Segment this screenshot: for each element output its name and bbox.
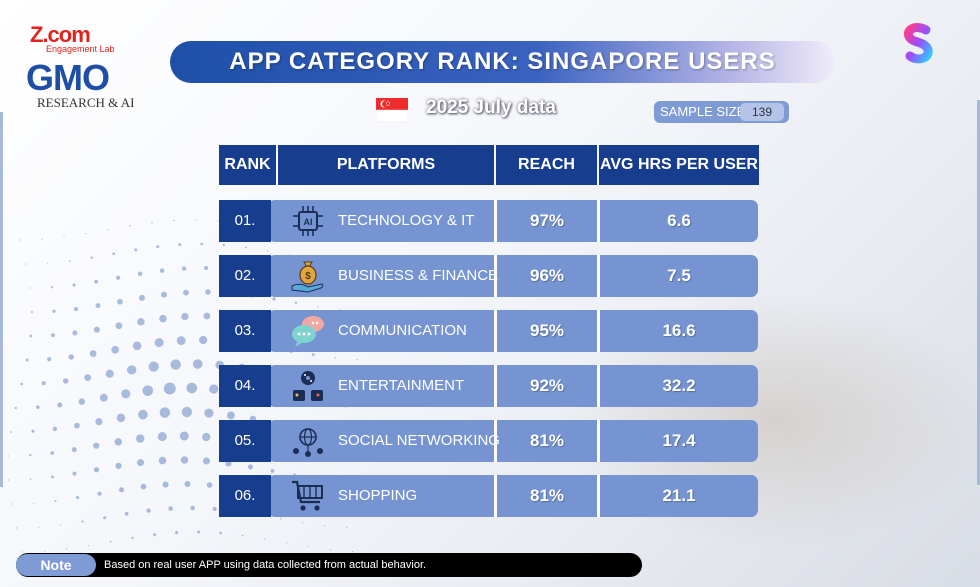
avg-hrs-value: 7.5 xyxy=(667,266,691,285)
rank-cell: 05. xyxy=(219,420,271,462)
column-header-platforms: PLATFORMS xyxy=(278,145,494,185)
avg-hrs-value: 21.1 xyxy=(662,486,696,505)
platform-name: SHOPPING xyxy=(338,487,418,504)
chat-bubbles-icon xyxy=(292,316,324,347)
rank-cell: 01. xyxy=(219,200,271,242)
left-accent-line xyxy=(0,112,3,487)
svg-text:$: $ xyxy=(305,271,311,282)
row-background xyxy=(268,200,758,242)
data-period-label: 2025 July data xyxy=(426,97,556,118)
avg-hrs-value: 17.4 xyxy=(662,431,696,450)
column-divider xyxy=(597,365,600,407)
column-divider xyxy=(494,365,497,407)
row-background xyxy=(268,310,758,352)
row-background xyxy=(268,420,758,462)
column-divider xyxy=(494,475,497,517)
zcom-logo-subtitle: Engagement Lab xyxy=(46,44,115,54)
note-label: Note xyxy=(16,554,96,576)
row-background xyxy=(268,365,758,407)
column-divider xyxy=(597,255,600,297)
reach-value: 81% xyxy=(529,431,565,450)
column-divider xyxy=(597,200,600,242)
shopping-cart-icon xyxy=(292,480,323,511)
social-network-icon xyxy=(293,428,323,457)
avg-hrs-value: 6.6 xyxy=(667,211,691,230)
rank-cell: 03. xyxy=(219,310,271,352)
rank-cell: 06. xyxy=(219,475,271,517)
note-text: Based on real user APP using data collec… xyxy=(104,559,427,571)
sample-size-label: SAMPLE SIZE xyxy=(660,104,746,119)
column-divider xyxy=(494,255,497,297)
entertainment-icon xyxy=(293,371,323,401)
column-divider xyxy=(597,420,600,462)
column-header-rank: RANK xyxy=(219,145,276,185)
svg-text:AI: AI xyxy=(304,217,313,227)
sample-size-badge: SAMPLE SIZE 139 xyxy=(654,101,789,123)
sample-size-value: 139 xyxy=(740,103,784,121)
column-divider xyxy=(494,310,497,352)
title-banner: APP CATEGORY RANK: SINGAPORE USERS xyxy=(170,41,835,83)
column-divider xyxy=(597,310,600,352)
avg-hrs-value: 16.6 xyxy=(662,321,696,340)
column-divider xyxy=(597,475,600,517)
reach-value: 81% xyxy=(529,486,565,505)
platform-name: SOCIAL NETWORKING xyxy=(338,432,500,449)
right-accent-line xyxy=(977,100,980,485)
platform-name: COMMUNICATION xyxy=(338,322,467,339)
column-divider xyxy=(494,200,497,242)
platform-name: TECHNOLOGY & IT xyxy=(338,212,475,229)
reach-value: 95% xyxy=(529,321,565,340)
rank-cell: 02. xyxy=(219,255,271,297)
row-background xyxy=(268,255,758,297)
money-bag-hand-icon: $ xyxy=(291,261,324,293)
gmo-logo-subtitle: RESEARCH & AI xyxy=(37,95,135,110)
gmo-logo: GMO xyxy=(26,57,110,98)
platform-name: BUSINESS & FINANCE xyxy=(338,267,499,284)
reach-value: 97% xyxy=(529,211,565,230)
zcom-logo: Z.com xyxy=(30,22,91,47)
column-divider xyxy=(494,420,497,462)
reach-value: 96% xyxy=(529,266,565,285)
column-header-reach: REACH xyxy=(496,145,597,185)
platform-name: ENTERTAINMENT xyxy=(338,377,465,394)
rank-cell: 04. xyxy=(219,365,271,407)
singapore-flag-icon xyxy=(376,98,408,122)
row-background xyxy=(268,475,758,517)
ai-chip-icon: AI xyxy=(293,206,323,236)
column-header-avg-hrs: AVG HRS PER USER xyxy=(599,145,759,185)
brand-s-icon xyxy=(904,23,933,64)
reach-value: 92% xyxy=(529,376,565,395)
avg-hrs-value: 32.2 xyxy=(662,376,696,395)
note-bar: Note Based on real user APP using data c… xyxy=(16,553,642,577)
chart-title: APP CATEGORY RANK: SINGAPORE USERS xyxy=(229,48,776,75)
